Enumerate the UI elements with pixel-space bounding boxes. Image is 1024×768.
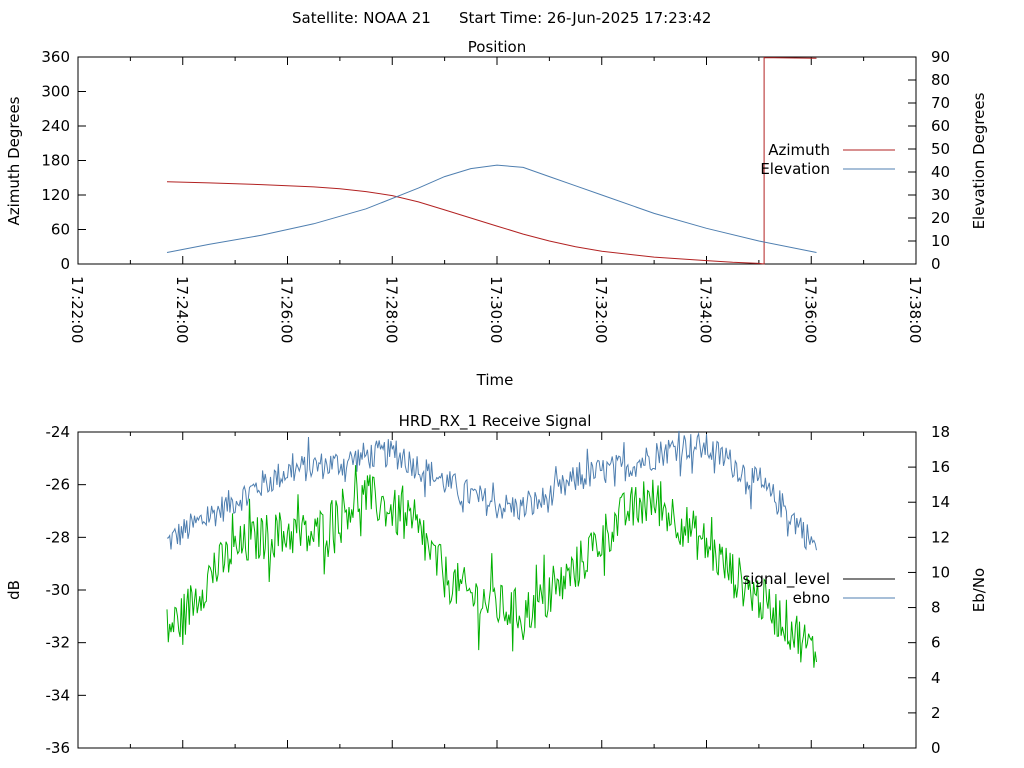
y2-tick-label: 50 [931, 140, 950, 158]
y2-tick-label: 40 [931, 163, 950, 181]
y-tick-label: -28 [46, 528, 71, 546]
y-tick-label: 120 [41, 186, 70, 204]
position-xlabel: Time [476, 371, 514, 389]
y2-tick-label: 4 [931, 669, 941, 687]
legend-label: ebno [793, 589, 830, 607]
y-tick-label: 240 [41, 117, 70, 135]
y2-tick-label: 0 [931, 255, 941, 273]
y2-tick-label: 10 [931, 563, 950, 581]
position-y2label: Elevation Degrees [970, 92, 988, 229]
x-tick-label: 17:36:00 [801, 276, 819, 343]
x-tick-label: 17:34:00 [697, 276, 715, 343]
y2-tick-label: 8 [931, 599, 941, 617]
x-tick-label: 17:38:00 [906, 276, 924, 343]
legend-label: Elevation [760, 160, 830, 178]
series-line-green-series [166, 465, 817, 668]
x-tick-label: 17:30:00 [487, 276, 505, 343]
y2-tick-label: 80 [931, 71, 950, 89]
y-tick-label: 0 [60, 255, 70, 273]
y-tick-label: 180 [41, 152, 70, 170]
y2-tick-label: 10 [931, 232, 950, 250]
y2-tick-label: 60 [931, 117, 950, 135]
x-tick-label: 17:24:00 [173, 276, 191, 343]
position-chart: Position Time Azimuth Degrees Elevation … [5, 38, 988, 389]
series-line-ebno [166, 430, 817, 551]
y2-tick-label: 90 [931, 48, 950, 66]
y-tick-label: 300 [41, 83, 70, 101]
legend-label: signal_level [742, 570, 830, 589]
signal-ylabel: dB [5, 580, 23, 600]
y2-tick-label: 70 [931, 94, 950, 112]
y-tick-label: 360 [41, 48, 70, 66]
series-line-elevation [166, 164, 817, 253]
signal-y2label: Eb/No [970, 568, 988, 612]
y2-tick-label: 12 [931, 528, 950, 546]
plot-frame [77, 431, 917, 749]
y2-tick-label: 6 [931, 634, 941, 652]
y-tick-label: -26 [46, 476, 71, 494]
series-line-azimuth [166, 57, 817, 265]
y2-tick-label: 0 [931, 739, 941, 757]
x-tick-label: 17:32:00 [592, 276, 610, 343]
position-title: Position [468, 38, 526, 56]
signal-title: HRD_RX_1 Receive Signal [399, 412, 592, 431]
y-tick-label: -34 [46, 686, 71, 704]
satellite-label: Satellite: NOAA 21 [292, 9, 431, 27]
x-tick-label: 17:22:00 [68, 276, 86, 343]
legend-label: Azimuth [768, 141, 830, 159]
x-tick-label: 17:28:00 [382, 276, 400, 343]
y-tick-label: -32 [46, 634, 71, 652]
y-tick-label: -24 [46, 423, 71, 441]
y2-tick-label: 16 [931, 458, 950, 476]
y2-tick-label: 14 [931, 493, 950, 511]
y2-tick-label: 18 [931, 423, 950, 441]
y-tick-label: 60 [51, 221, 70, 239]
y-tick-label: -30 [46, 581, 71, 599]
position-ylabel: Azimuth Degrees [5, 96, 23, 225]
y-tick-label: -36 [46, 739, 71, 757]
start-time-label: Start Time: 26-Jun-2025 17:23:42 [459, 9, 711, 27]
signal-chart: HRD_RX_1 Receive Signal dB Eb/No -24 -26 -… [5, 412, 988, 757]
y2-tick-label: 2 [931, 704, 941, 722]
y2-tick-label: 20 [931, 209, 950, 227]
x-tick-label: 17:26:00 [278, 276, 296, 343]
y2-tick-label: 30 [931, 186, 950, 204]
